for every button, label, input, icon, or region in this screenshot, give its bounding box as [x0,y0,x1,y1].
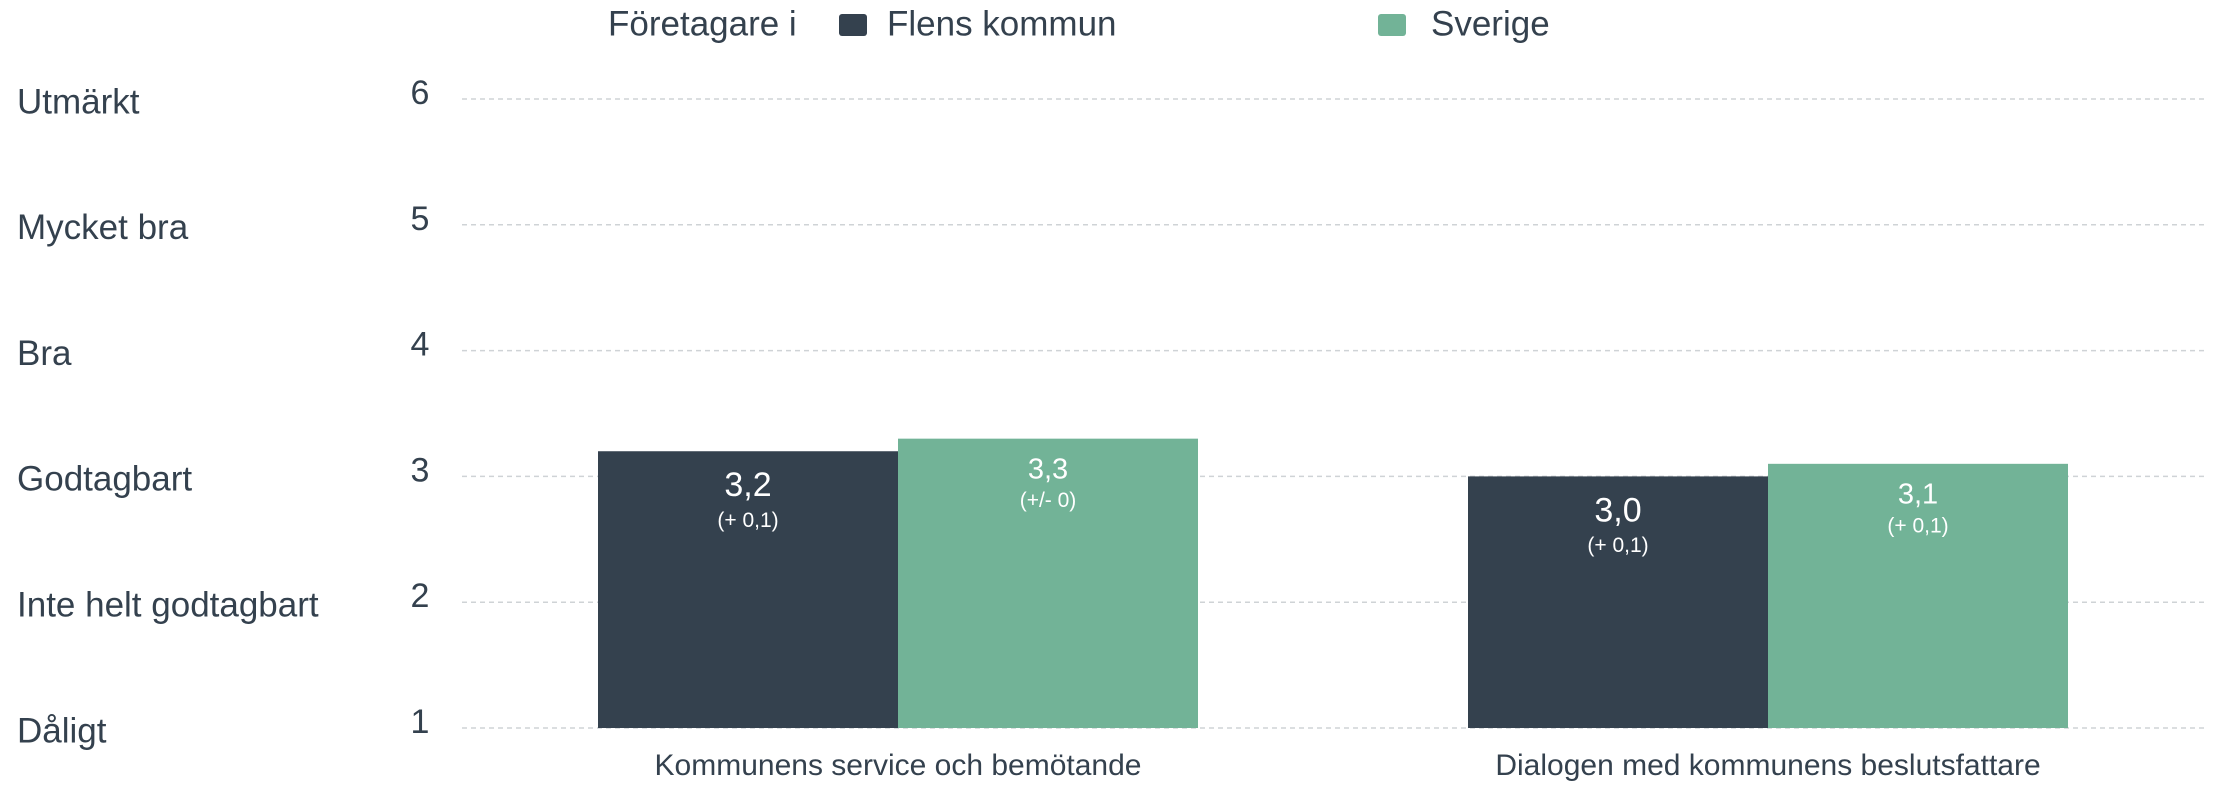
bar [598,451,898,728]
value-label: 3,3 [1028,453,1068,485]
y-level-label: Dåligt [17,711,107,750]
y-level-label: Bra [17,334,72,373]
change-label: (+ 0,1) [1587,534,1648,557]
legend-title: Företagare i [608,4,797,43]
y-tick-label: 3 [411,451,430,489]
y-tick-label: 4 [411,326,430,364]
y-tick-label: 1 [411,703,430,741]
y-level-label: Inte helt godtagbart [17,585,319,624]
legend-label: Flens kommun [887,4,1117,43]
y-tick-label: 6 [411,74,430,112]
change-label: (+/- 0) [1020,489,1077,512]
value-label: 3,1 [1898,478,1938,510]
legend-swatch [839,14,867,36]
x-tick-label: Kommunens service och bemötande [655,749,1142,782]
value-label: 3,0 [1594,491,1641,529]
x-tick-label: Dialogen med kommunens beslutsfattare [1495,749,2040,782]
y-level-label: Godtagbart [17,460,192,499]
y-tick-label: 5 [411,200,430,238]
bar [1468,476,1768,728]
bar [1768,463,2068,728]
legend-label: Sverige [1431,4,1550,43]
change-label: (+ 0,1) [1887,514,1948,537]
y-tick-label: 2 [411,577,430,615]
y-level-label: Mycket bra [17,208,189,247]
change-label: (+ 0,1) [717,509,778,532]
y-level-label: Utmärkt [17,82,140,121]
legend-swatch [1378,14,1406,36]
value-label: 3,2 [724,466,771,504]
bar [898,438,1198,728]
